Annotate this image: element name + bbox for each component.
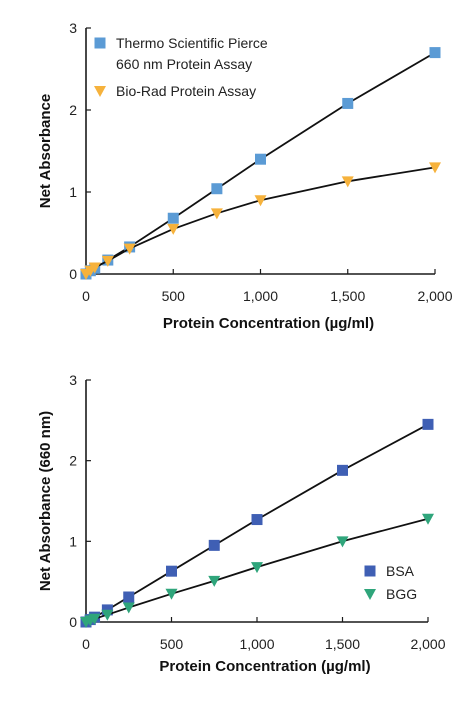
x-axis-title: Protein Concentration (µg/ml) [163,315,374,332]
data-point [101,609,114,621]
data-point [208,575,221,587]
y-tick-label: 0 [69,614,77,630]
y-axis-title: Net Absorbance [37,94,54,208]
data-point [123,243,136,255]
data-point [88,613,101,625]
legend: BSA BGG [364,563,417,602]
x-tick-label: 2,000 [417,288,452,304]
data-point [429,162,441,174]
data-point [167,223,180,235]
data-point [341,176,354,188]
data-point [210,208,223,220]
legend-label: 660 nm Protein Assay [116,56,252,72]
x-tick-label: 500 [162,288,186,304]
series-1 [80,418,434,628]
data-point [88,262,101,274]
data-point [166,565,177,577]
x-tick-label: 2,000 [410,636,445,652]
data-point [254,195,267,207]
data-point [123,591,135,603]
data-point [208,539,220,551]
y-tick-label: 1 [69,533,77,549]
data-point [251,514,263,526]
x-tick-label: 500 [160,636,184,652]
legend-marker [94,37,106,49]
y-tick-label: 2 [69,102,77,118]
x-tick-label: 1,000 [243,288,278,304]
y-tick-label: 0 [69,266,77,282]
data-point [422,513,434,525]
series-2 [80,513,434,628]
y-tick-label: 3 [69,20,77,36]
data-point [122,602,135,614]
data-point [422,418,434,430]
x-tick-label: 1,500 [325,636,360,652]
data-point [211,183,223,195]
data-point [342,97,354,109]
legend-marker [364,589,376,600]
data-point [167,212,179,224]
x-tick-label: 0 [82,636,90,652]
legend-label: BSA [386,563,415,579]
data-point [255,153,266,165]
y-tick-label: 2 [69,453,77,469]
x-tick-label: 1,500 [330,288,365,304]
y-tick-label: 1 [69,184,77,200]
data-point [251,562,263,574]
series-2 [80,162,441,280]
data-point [429,47,441,59]
data-point [336,536,349,548]
chart-panel-2: 0 1 2 3 0 500 1,000 1,500 2,000 Protein Concentra… [37,372,446,675]
legend-marker [94,86,106,97]
y-tick-label: 3 [69,372,77,388]
data-point [101,255,114,267]
data-point [165,588,178,600]
x-axis-title: Protein Concentration (µg/ml) [159,658,370,675]
data-point [337,464,348,476]
legend-label: BGG [386,586,417,602]
x-tick-label: 1,000 [239,636,274,652]
chart-panel-1: 0 1 2 3 0 500 1,000 1,500 2,000 Protein Concentra… [37,20,453,332]
legend-marker [364,565,376,577]
x-tick-label: 0 [82,288,90,304]
legend: Thermo Scientific Pierce 660 nm Protein A… [94,35,268,99]
legend-label: Bio-Rad Protein Assay [116,83,256,99]
y-axis-title: Net Absorbance (660 nm) [37,411,54,591]
legend-label: Thermo Scientific Pierce [116,35,268,51]
series-line [85,166,436,275]
